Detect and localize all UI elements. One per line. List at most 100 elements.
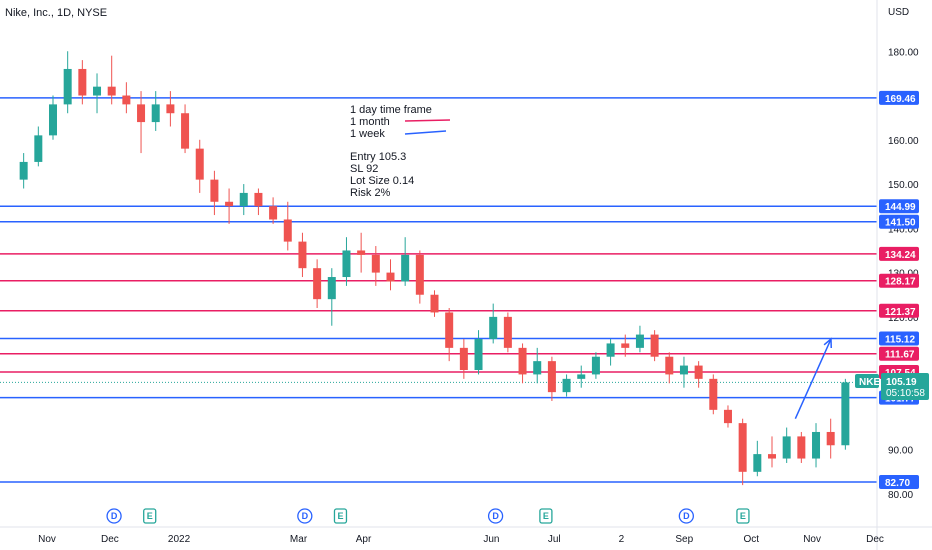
candle-body (78, 68, 87, 96)
candle-body (93, 86, 102, 96)
candle-2022-05-16 (459, 339, 468, 379)
week-legend-label: 1 week (350, 128, 385, 140)
earnings-icon (736, 508, 750, 524)
candle-2022-01-10 (195, 139, 204, 193)
symbol-ticker[interactable]: NKE 105.19 05:10:58 (855, 373, 929, 400)
earnings-marker[interactable]: E (143, 508, 157, 524)
time-axis[interactable]: Nov Dec 2022 Mar Apr Jun Jul 2 Sep Oct Nov Dec (38, 534, 884, 545)
month-legend-line (404, 119, 451, 122)
candle-body (415, 254, 424, 295)
candle-body (63, 68, 72, 105)
candle-2022-09-12 (709, 374, 718, 415)
candle-body (635, 334, 644, 348)
candle-2022-01-24 (225, 188, 234, 224)
candle-body (430, 294, 439, 313)
candle-body (401, 254, 410, 282)
candle-body (679, 365, 688, 375)
x-tick-label: Dec (101, 534, 119, 545)
level-tag-text-128.17: 128.17 (885, 277, 916, 288)
level-tag-text-144.99: 144.99 (885, 202, 916, 213)
level-tag-128.17 (879, 273, 919, 288)
y-tick-label: 160.00 (888, 136, 919, 147)
candle-body (533, 361, 542, 375)
last-price-label: 105.19 (886, 377, 917, 388)
dividend-marker[interactable]: D (678, 508, 694, 524)
earnings-icon (539, 508, 553, 524)
level-tag-169.46 (879, 90, 919, 105)
dividend-marker[interactable]: D (487, 508, 504, 524)
candle-2022-01-31 (239, 184, 248, 216)
earnings-marker[interactable]: E (539, 508, 553, 524)
y-tick-label: 180.00 (888, 47, 919, 58)
candle-body (225, 201, 234, 207)
x-tick-label: 2 (619, 534, 625, 545)
candle-body (723, 409, 732, 424)
candle-body (313, 268, 322, 300)
x-tick-label: Mar (290, 534, 308, 545)
projection-arrow-head (823, 337, 832, 349)
candle-body (122, 95, 131, 105)
level-tag-121.37 (879, 303, 919, 318)
candle-body (753, 454, 762, 472)
candle-body (34, 135, 43, 162)
dividend-marker-label: D (302, 511, 309, 521)
x-tick-label: Apr (356, 534, 372, 545)
timeframe-note: 1 day time frame (350, 104, 432, 116)
candle-body (503, 316, 512, 348)
candle-body (518, 347, 527, 375)
x-tick-label: Dec (866, 534, 884, 545)
candle-body (474, 339, 483, 370)
risk-note: Risk 2% (350, 187, 391, 199)
earnings-marker-label: E (740, 511, 746, 521)
candle-2022-06-13 (518, 343, 527, 384)
level-tag-text-115.12: 115.12 (885, 334, 915, 345)
level-tag-111.67 (879, 346, 919, 361)
level-tag-141.50 (879, 214, 919, 229)
candle-body (694, 365, 703, 379)
candle-2022-10-03 (753, 440, 762, 477)
candle-2022-01-17 (210, 170, 219, 216)
level-tag-text-111.67: 111.67 (885, 350, 915, 361)
dividend-marker[interactable]: D (297, 508, 313, 524)
dividend-marker[interactable]: D (106, 508, 122, 524)
candle-2022-02-14 (269, 197, 278, 224)
candle-2022-03-07 (313, 259, 322, 309)
candle-2022-07-18 (591, 352, 600, 379)
candle-body (19, 161, 28, 180)
candle-body (327, 277, 336, 300)
x-tick-label: Oct (744, 534, 760, 545)
candle-2022-10-31 (812, 423, 821, 468)
earnings-marker[interactable]: E (333, 508, 348, 524)
candle-2022-08-01 (621, 334, 630, 357)
level-tag-82.70 (879, 475, 919, 489)
candle-2022-03-14 (327, 268, 336, 326)
candle-body (489, 316, 498, 340)
dividend-marker-label: D (111, 511, 118, 521)
level-tag-134.24 (879, 246, 919, 261)
candle-body (767, 454, 776, 459)
level-tag-text-141.50: 141.50 (885, 218, 916, 229)
candles (19, 51, 850, 486)
candle-2022-10-10 (767, 436, 776, 468)
earnings-marker[interactable]: E (736, 508, 750, 524)
candle-body (577, 374, 586, 379)
candle-body (738, 423, 747, 472)
candle-body (49, 104, 57, 136)
candle-2022-03-21 (342, 237, 351, 286)
candle-2021-11-29 (107, 55, 116, 105)
candle-2022-02-28 (298, 232, 307, 278)
candle-2022-09-05 (694, 361, 703, 388)
candle-body (239, 192, 248, 207)
candle-body (210, 179, 219, 202)
candle-body (386, 272, 395, 282)
earnings-icon (333, 508, 348, 524)
candle-body (841, 382, 850, 446)
symbol-badge (855, 374, 879, 388)
candle-body (826, 431, 835, 446)
candle-2022-07-11 (577, 365, 586, 388)
candle-2022-05-30 (489, 303, 498, 344)
candle-2022-09-19 (723, 405, 732, 428)
candle-2022-04-25 (415, 250, 424, 304)
